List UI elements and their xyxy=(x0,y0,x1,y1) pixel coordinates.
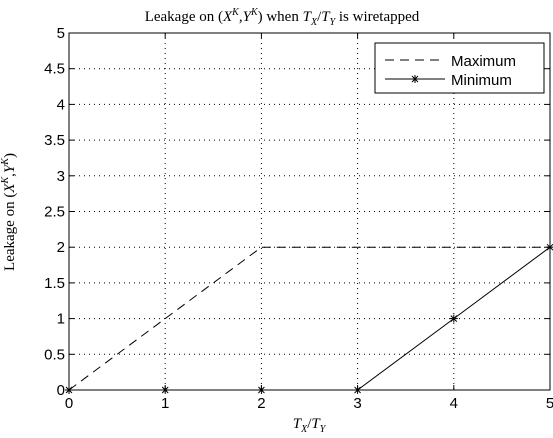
series-minimum-point xyxy=(257,386,266,394)
y-tick-label: 3 xyxy=(57,168,65,185)
legend-box xyxy=(374,42,545,94)
series-minimum-point xyxy=(449,314,458,323)
x-tick-label: 4 xyxy=(450,395,458,412)
y-tick-label: 4.5 xyxy=(44,61,65,78)
legend-maximum-label: Maximum xyxy=(451,53,516,70)
y-tick-label: 0.5 xyxy=(44,346,65,363)
y-tick-label: 1 xyxy=(57,311,65,328)
y-tick-label: 3.5 xyxy=(44,132,65,149)
series-minimum-point xyxy=(353,386,362,394)
x-tick-label: 0 xyxy=(65,395,73,412)
legend: Maximum Minimum xyxy=(374,42,545,94)
series-minimum-line xyxy=(69,246,551,391)
series-minimum-point xyxy=(161,386,170,394)
x-tick-label: 3 xyxy=(353,395,361,412)
x-tick-label: 1 xyxy=(161,395,169,412)
y-tick-label: 5 xyxy=(57,25,65,42)
x-axis-label: TX/TY xyxy=(293,416,327,435)
grid-lines xyxy=(69,33,550,390)
y-tick-label: 2 xyxy=(57,239,65,256)
x-tick-label: 5 xyxy=(546,395,553,412)
y-tick-labels: 0 0.5 1 1.5 2 2.5 3 3.5 4 4.5 5 xyxy=(44,25,65,399)
y-tick-label: 0 xyxy=(57,382,65,399)
series-layer xyxy=(65,243,553,394)
series-minimum-point xyxy=(546,243,553,252)
x-tick-labels: 0 1 2 3 4 5 xyxy=(65,395,553,412)
series-maximum-line xyxy=(68,246,550,391)
chart-title: Leakage on (XK,YK) when TX/TY is wiretap… xyxy=(145,7,420,28)
legend-minimum-marker xyxy=(411,75,419,83)
y-tick-label: 2.5 xyxy=(44,204,65,221)
legend-minimum-label: Minimum xyxy=(451,72,512,89)
y-tick-label: 4 xyxy=(57,96,65,113)
y-axis-label: Leakage on (XK,YK) xyxy=(0,153,18,271)
x-tick-label: 2 xyxy=(257,395,265,412)
y-tick-label: 1.5 xyxy=(44,275,65,292)
series-minimum-point xyxy=(65,386,73,394)
